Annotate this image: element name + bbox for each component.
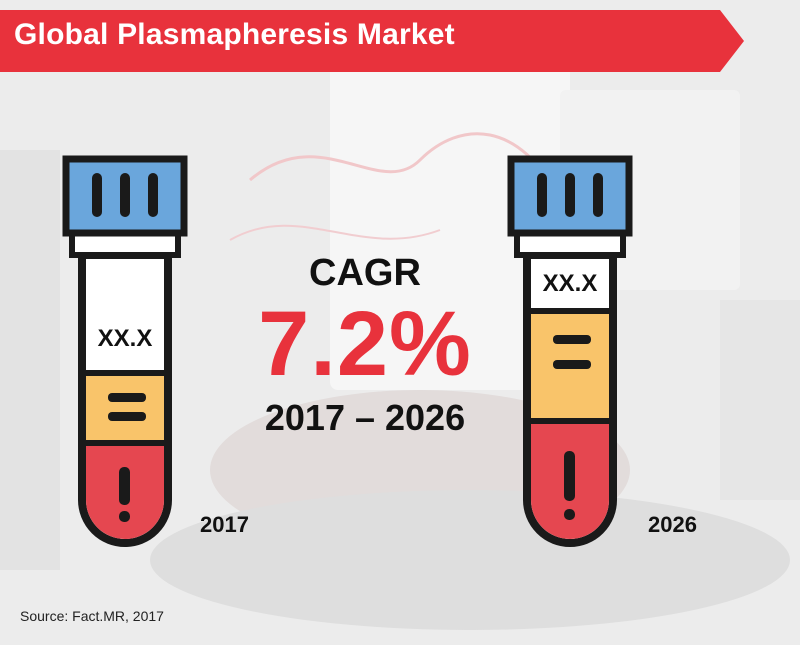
cagr-label: CAGR — [309, 252, 421, 294]
cagr-value: 7.2% — [258, 293, 472, 395]
tube-2017-value: XX.X — [97, 325, 153, 352]
year-2017-label: 2017 — [200, 512, 249, 537]
test-tube-2017-icon — [62, 155, 188, 547]
page-title: Global Plasmapheresis Market — [14, 18, 455, 51]
source-note: Source: Fact.MR, 2017 — [20, 608, 164, 624]
year-2026-label: 2026 — [648, 512, 697, 537]
cagr-period: 2017 – 2026 — [264, 397, 466, 438]
test-tube-2026-icon — [507, 155, 633, 547]
title-banner — [0, 10, 744, 72]
tube-2026-value: XX.X — [542, 270, 598, 297]
